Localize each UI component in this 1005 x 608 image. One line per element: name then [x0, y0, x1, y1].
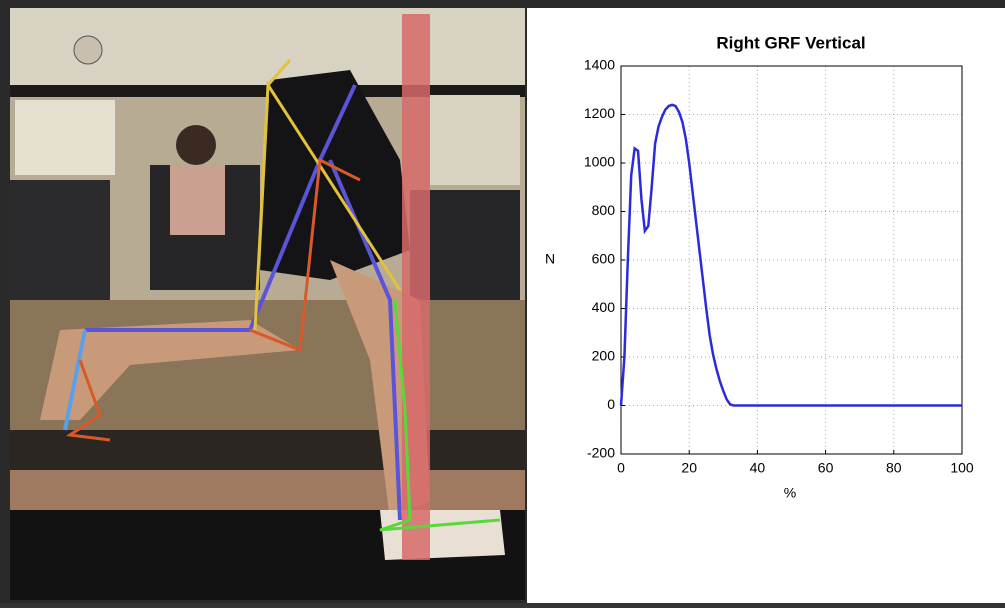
y-tick-label: -200 — [587, 445, 615, 461]
x-tick-label: 0 — [617, 460, 625, 476]
y-tick-label: 800 — [592, 202, 616, 218]
y-axis-label: N — [545, 251, 555, 267]
y-tick-label: 400 — [592, 299, 616, 315]
x-tick-label: 20 — [681, 460, 697, 476]
y-tick-label: 1200 — [584, 105, 615, 121]
x-axis-label: % — [784, 485, 796, 501]
y-tick-label: 600 — [592, 251, 616, 267]
x-tick-label: 60 — [818, 460, 834, 476]
y-tick-label: 1000 — [584, 154, 615, 170]
y-tick-label: 1400 — [584, 57, 615, 73]
y-tick-label: 0 — [607, 396, 615, 412]
x-tick-label: 40 — [750, 460, 766, 476]
chart-title: Right GRF Vertical — [716, 33, 865, 52]
y-tick-label: 200 — [592, 348, 616, 364]
chart-panel — [527, 8, 1005, 603]
plot-frame — [620, 65, 963, 455]
x-tick-label: 100 — [950, 460, 974, 476]
data-line — [619, 103, 962, 407]
x-tick-label: 80 — [886, 460, 902, 476]
video-frame — [10, 8, 525, 600]
